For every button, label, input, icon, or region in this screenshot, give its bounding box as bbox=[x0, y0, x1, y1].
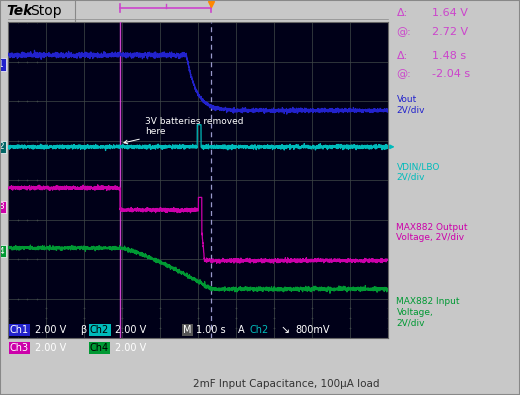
Text: Ch2: Ch2 bbox=[250, 325, 269, 335]
Text: 2mF Input Capacitance, 100μA load: 2mF Input Capacitance, 100μA load bbox=[193, 379, 379, 389]
Text: 3V batteries removed
here: 3V batteries removed here bbox=[124, 117, 243, 144]
Text: @:: @: bbox=[397, 69, 411, 79]
Text: 1: 1 bbox=[0, 60, 4, 69]
Text: VDIN/LBO
2V/div: VDIN/LBO 2V/div bbox=[397, 162, 440, 182]
Text: ↘: ↘ bbox=[280, 325, 289, 335]
Text: 4: 4 bbox=[0, 246, 4, 256]
Text: 1.48 s: 1.48 s bbox=[432, 51, 466, 61]
Text: Ch2: Ch2 bbox=[90, 325, 109, 335]
Text: Ch1: Ch1 bbox=[10, 325, 29, 335]
Text: 2.00 V: 2.00 V bbox=[35, 325, 66, 335]
Text: 2.00 V: 2.00 V bbox=[115, 325, 146, 335]
Text: 1.00 s: 1.00 s bbox=[196, 325, 226, 335]
Text: 800mV: 800mV bbox=[295, 325, 330, 335]
Text: Ch3: Ch3 bbox=[10, 343, 29, 353]
Text: β: β bbox=[80, 325, 86, 335]
Text: -2.04 s: -2.04 s bbox=[432, 69, 470, 79]
Text: MAX882 Input
Voltage,
2V/div: MAX882 Input Voltage, 2V/div bbox=[397, 297, 460, 327]
Text: @:: @: bbox=[397, 27, 411, 37]
Text: 2.72 V: 2.72 V bbox=[432, 27, 467, 37]
Text: Δ:: Δ: bbox=[397, 8, 408, 19]
Text: 2: 2 bbox=[0, 142, 4, 151]
Text: Δ:: Δ: bbox=[397, 51, 408, 61]
Text: 3: 3 bbox=[0, 202, 4, 211]
Text: Ch4: Ch4 bbox=[90, 343, 109, 353]
Text: Stop: Stop bbox=[30, 4, 62, 18]
Text: M: M bbox=[183, 325, 191, 335]
Text: Tek: Tek bbox=[6, 4, 32, 18]
Text: Vout
2V/div: Vout 2V/div bbox=[397, 95, 425, 114]
Text: 2.00 V: 2.00 V bbox=[35, 343, 66, 353]
Text: 1.64 V: 1.64 V bbox=[432, 8, 467, 19]
Text: 2.00 V: 2.00 V bbox=[115, 343, 146, 353]
Text: MAX882 Output
Voltage, 2V/div: MAX882 Output Voltage, 2V/div bbox=[397, 223, 468, 243]
Text: A: A bbox=[238, 325, 244, 335]
